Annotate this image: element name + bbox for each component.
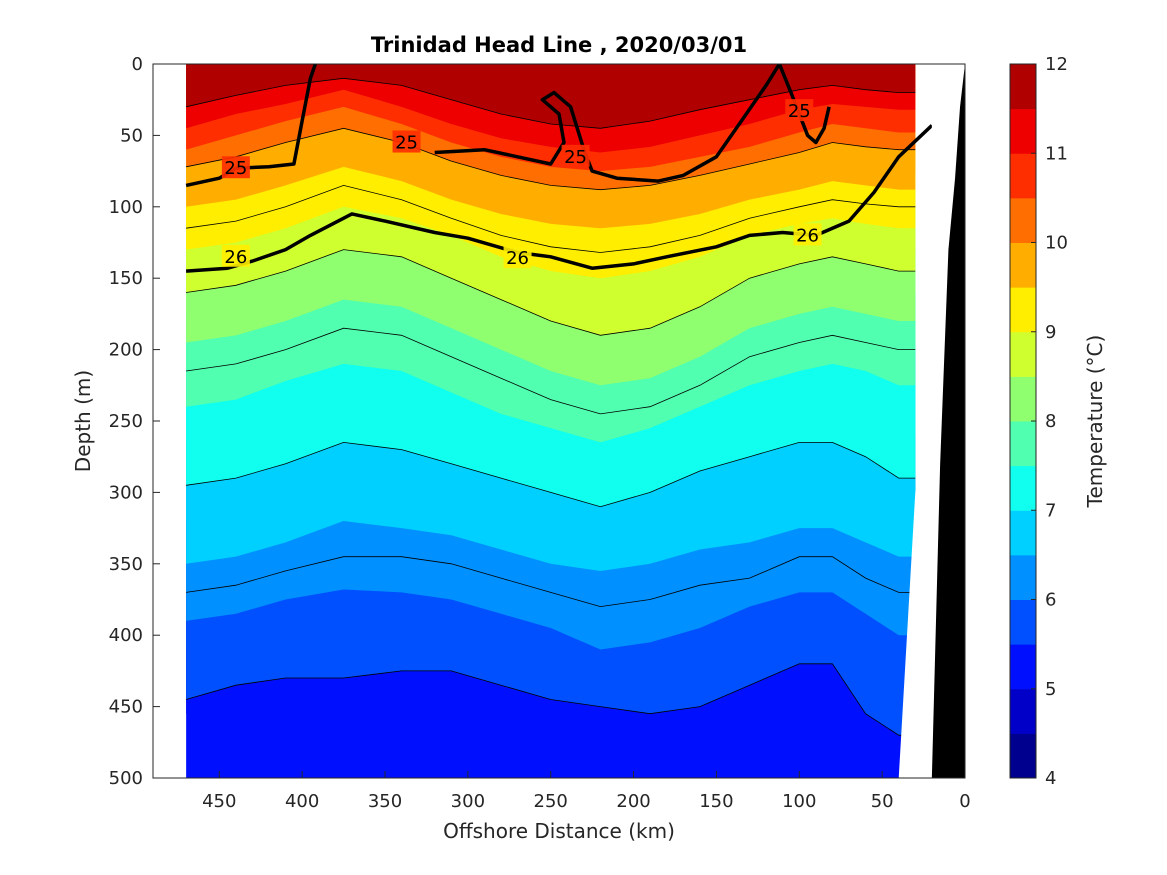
contour-label-text: 25: [788, 101, 811, 122]
y-tick-label: 150: [109, 268, 143, 289]
colorbar-tick-label: 7: [1045, 500, 1056, 521]
x-axis-ticks: 450 400 350 300 250 200 150 100 50 0: [202, 771, 971, 812]
contour-label: 26: [503, 246, 532, 269]
x-axis-label: Offshore Distance (km): [443, 819, 675, 843]
thin-contour-line: [186, 556, 916, 608]
contour-label-text: 25: [395, 133, 418, 154]
plot-area: 25 25 25 25 26 26 26: [153, 64, 965, 778]
isopycnal-contours: 25 25 25 25 26 26 26: [185, 64, 934, 736]
contour-label: 26: [221, 244, 250, 268]
y-tick-label: 200: [109, 340, 143, 361]
chart-title: Trinidad Head Line , 2020/03/01: [371, 33, 747, 57]
thin-contour-line: [186, 127, 916, 191]
colorbar-swatch: [1010, 510, 1036, 556]
thin-contour-line: [186, 441, 916, 508]
y-tick-label: 100: [109, 197, 143, 218]
colorbar-swatch: [1010, 287, 1036, 333]
y-tick-label: 50: [120, 125, 143, 146]
seafloor: [931, 64, 965, 778]
y-tick-label: 300: [109, 482, 143, 503]
contour-label: 25: [392, 130, 421, 154]
x-tick-label: 400: [285, 791, 319, 812]
colorbar-swatch: [1010, 554, 1036, 600]
colorbar-swatch: [1010, 331, 1036, 377]
colorbar-tick-label: 10: [1045, 233, 1068, 254]
y-axis-label: Depth (m): [71, 370, 95, 472]
colorbar-swatch: [1010, 242, 1036, 288]
y-tick-label: 400: [109, 625, 143, 646]
thin-contour-line: [186, 77, 916, 129]
contour-label: 25: [785, 99, 814, 122]
colorbar-tick-label: 11: [1045, 143, 1068, 164]
x-tick-label: 0: [959, 791, 970, 812]
colorbar-tick-label: 8: [1045, 411, 1056, 432]
contour-label-text: 26: [224, 247, 247, 268]
bathymetry: [898, 64, 965, 778]
colorbar-swatch: [1010, 108, 1036, 154]
colorbar-swatch: [1010, 376, 1036, 422]
colorbar-label: Temperature (°C): [1083, 335, 1107, 509]
contour-label: 26: [793, 223, 822, 246]
colorbar-swatch: [1010, 688, 1036, 734]
colorbar-tick-label: 6: [1045, 590, 1056, 611]
temperature-fill-bands: [186, 64, 916, 778]
y-tick-label: 500: [109, 768, 143, 789]
contour-label-text: 25: [224, 158, 247, 179]
x-tick-label: 250: [534, 791, 568, 812]
y-axis-ticks: 0 50 100 150 200 250 300 350 400 450 500: [109, 54, 160, 789]
colorbar-tick-label: 9: [1045, 322, 1056, 343]
x-tick-label: 300: [451, 791, 485, 812]
x-tick-label: 100: [782, 791, 816, 812]
colorbar-swatch: [1010, 421, 1036, 467]
colorbar-swatch: [1010, 465, 1036, 511]
colorbar-swatch: [1010, 644, 1036, 690]
contour-label-text: 25: [564, 147, 587, 168]
contour-label: 25: [221, 156, 250, 179]
thin-contour-line: [186, 184, 916, 253]
contour-label-text: 26: [506, 248, 529, 269]
y-tick-label: 0: [132, 54, 143, 75]
y-tick-label: 350: [109, 554, 143, 575]
x-tick-label: 150: [699, 791, 733, 812]
colorbar-swatch: [1010, 197, 1036, 243]
colorbar: [1009, 63, 1037, 779]
colorbar-tick-label: 12: [1045, 54, 1068, 75]
colorbar-tick-label: 4: [1045, 768, 1056, 789]
bold-contour-line: [434, 64, 781, 183]
y-tick-label: 250: [109, 411, 143, 432]
contour-label-text: 26: [796, 225, 819, 246]
y-tick-label: 450: [109, 697, 143, 718]
bold-contour-line: [777, 64, 831, 145]
colorbar-swatch: [1010, 733, 1036, 779]
contour-label: 25: [561, 144, 590, 168]
thin-contour-line: [186, 249, 916, 336]
colorbar-swatch: [1010, 64, 1036, 110]
colorbar-swatch: [1010, 599, 1036, 645]
thin-contour-line: [185, 663, 916, 736]
x-tick-label: 450: [202, 791, 236, 812]
colorbar-tick-label: 5: [1045, 679, 1056, 700]
colorbar-ticks: 4 5 6 7 8 9 10 11 12: [1031, 54, 1068, 789]
bold-contour-line: [185, 124, 934, 273]
x-tick-label: 350: [368, 791, 402, 812]
x-tick-label: 50: [871, 791, 894, 812]
thin-contour-line: [186, 327, 916, 415]
colorbar-swatch: [1010, 153, 1036, 199]
x-tick-label: 200: [616, 791, 650, 812]
